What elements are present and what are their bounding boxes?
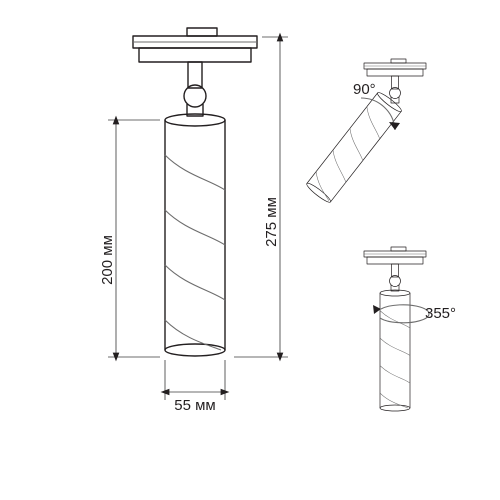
total-height-label: 275 мм <box>263 197 280 247</box>
dim-body-length: 200 мм <box>99 120 160 357</box>
dim-diameter: 55 мм <box>165 360 225 414</box>
tilt-label: 90° <box>353 81 376 98</box>
rotation-fixture <box>364 247 426 411</box>
dim-total-height: 275 мм <box>234 37 288 357</box>
rotation-angle: 355° <box>373 305 456 323</box>
dimension-diagram: 275 мм 200 мм 55 мм 90° 355° <box>0 0 500 500</box>
diameter-label: 55 мм <box>174 397 215 414</box>
body-length-label: 200 мм <box>99 235 116 285</box>
tilt-angle: 90° <box>353 81 400 130</box>
rotation-label: 355° <box>425 305 456 322</box>
main-fixture <box>133 28 257 356</box>
